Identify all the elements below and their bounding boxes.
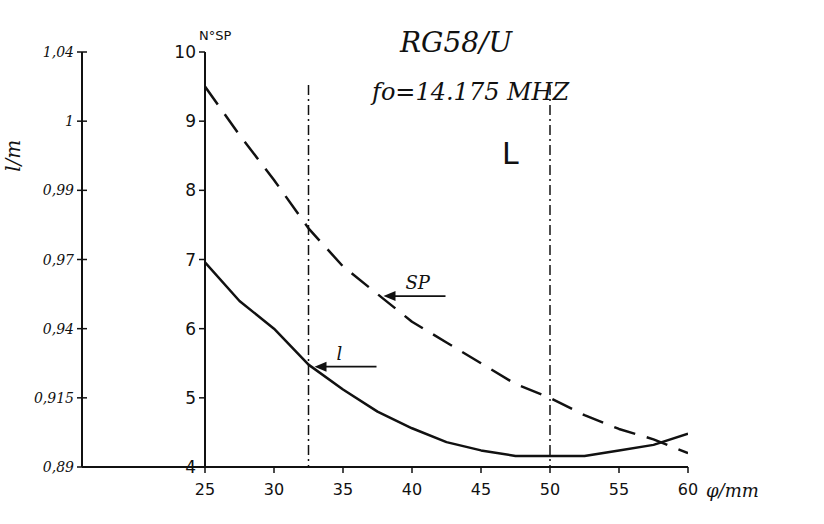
y2-tick-label: 1,04: [43, 44, 74, 60]
x-tick-label: 60: [678, 480, 698, 499]
y-tick: [199, 466, 205, 468]
x-tick-label: 35: [333, 480, 353, 499]
y-tick-label: 9: [185, 111, 196, 131]
series-label: l: [337, 343, 343, 364]
y2-tick: [77, 466, 87, 468]
y2-tick-label: 0,94: [43, 321, 74, 337]
y2-tick-label: 1: [65, 113, 74, 129]
y2-tick-label: 0,97: [43, 252, 74, 268]
y2-tick: [77, 120, 87, 122]
y-tick: [199, 328, 205, 330]
title: RG58/U: [399, 26, 514, 59]
y2-tick: [77, 190, 87, 192]
label-arrow: [325, 366, 377, 368]
y-tick: [199, 120, 205, 122]
x-tick-label: 40: [402, 480, 422, 499]
x-tick: [273, 467, 275, 473]
subtitle: fo=14.175 MHZ: [370, 78, 571, 106]
y2-tick-label: 0,915: [34, 390, 74, 406]
x-tick-label: 50: [540, 480, 560, 499]
x-tick: [618, 467, 620, 473]
x-tick: [687, 467, 689, 473]
x-tick: [549, 467, 551, 473]
y2-tick-label: 0,99: [43, 182, 74, 198]
x-axis-title: φ/mm: [706, 480, 759, 501]
x-tick-label: 55: [609, 480, 629, 499]
chart: 2530354045505560456789100,890,9150,940,9…: [0, 0, 824, 524]
y-tick-label: 8: [185, 180, 196, 200]
x-tick-label: 25: [195, 480, 215, 499]
y-tick: [199, 190, 205, 192]
series-label: SP: [406, 272, 431, 293]
x-tick: [411, 467, 413, 473]
y-tick-label: 6: [185, 319, 196, 339]
x-tick-label: 45: [471, 480, 491, 499]
series-line: [205, 262, 688, 456]
y2-tick: [77, 328, 87, 330]
reference-line: [308, 82, 310, 467]
x-tick: [480, 467, 482, 473]
plot-area: [205, 82, 688, 467]
y2-tick: [77, 397, 87, 399]
annotation: L: [502, 136, 519, 171]
label-arrowhead: [384, 291, 396, 301]
x-tick-label: 30: [264, 480, 284, 499]
y-tick-label: 10: [174, 42, 196, 62]
x-tick: [204, 467, 206, 473]
y2-axis-title: l/m: [1, 140, 25, 172]
y2-tick-label: 0,89: [43, 459, 74, 475]
y2-tick: [77, 259, 87, 261]
background: [0, 0, 824, 524]
y-tick: [199, 397, 205, 399]
y-tick: [199, 51, 205, 53]
y2-tick: [77, 51, 87, 53]
label-arrow: [394, 295, 446, 297]
y-axis-title: N°SP: [199, 28, 231, 43]
y-tick-label: 7: [185, 250, 196, 270]
y-tick-label: 5: [185, 388, 196, 408]
y-tick: [199, 259, 205, 261]
x-tick: [342, 467, 344, 473]
x-axis: [82, 466, 688, 468]
series-line: [205, 87, 688, 454]
y-tick-label: 4: [185, 457, 196, 477]
label-arrowhead: [315, 362, 327, 372]
reference-line: [549, 82, 551, 467]
